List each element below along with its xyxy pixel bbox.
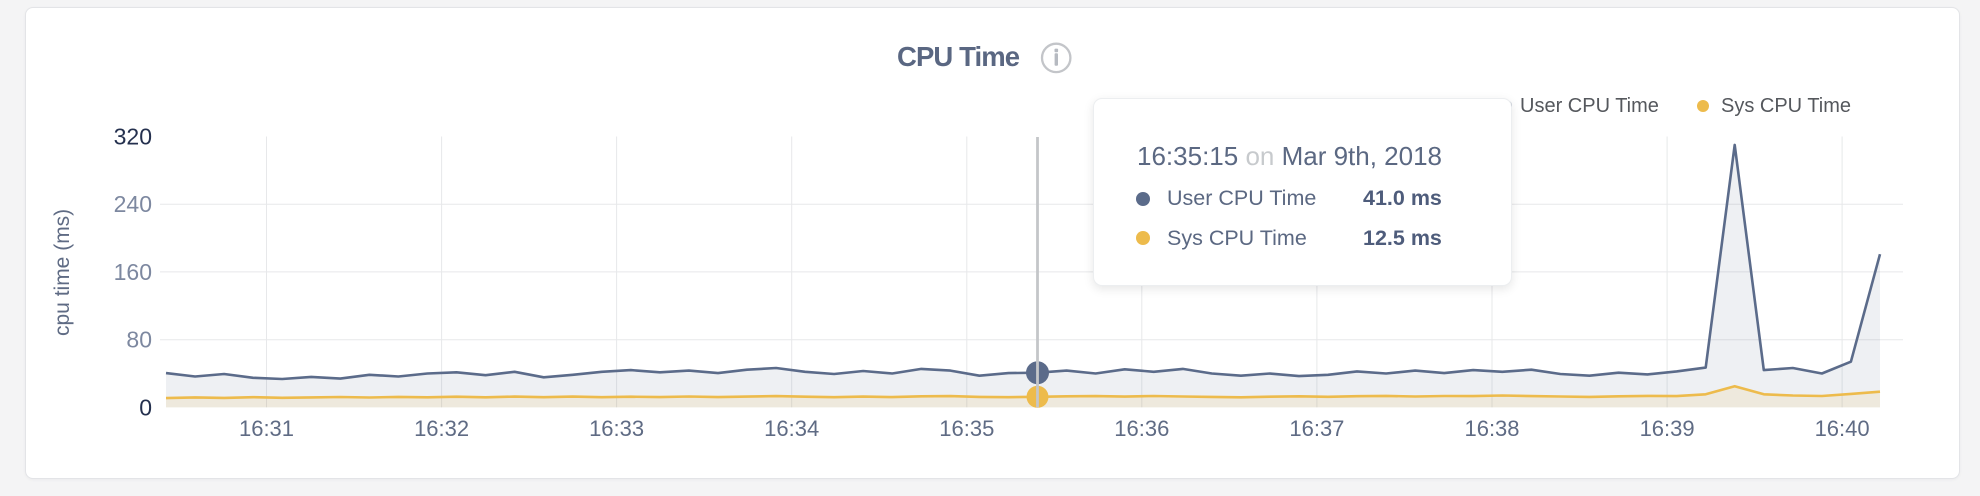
svg-text:16:31: 16:31 — [239, 416, 294, 441]
svg-text:160: 160 — [114, 259, 152, 285]
svg-text:cpu time (ms): cpu time (ms) — [51, 209, 74, 336]
svg-text:320: 320 — [114, 124, 152, 150]
svg-text:16:33: 16:33 — [589, 416, 644, 441]
svg-text:16:39: 16:39 — [1640, 416, 1695, 441]
svg-text:16:32: 16:32 — [414, 416, 469, 441]
svg-text:16:35: 16:35 — [939, 416, 994, 441]
svg-text:16:37: 16:37 — [1289, 416, 1344, 441]
svg-text:16:34: 16:34 — [764, 416, 819, 441]
svg-text:240: 240 — [114, 191, 152, 217]
svg-text:16:38: 16:38 — [1464, 416, 1519, 441]
svg-text:80: 80 — [126, 327, 152, 353]
svg-text:16:36: 16:36 — [1114, 416, 1169, 441]
svg-text:16:40: 16:40 — [1815, 416, 1870, 441]
svg-text:0: 0 — [139, 394, 152, 420]
